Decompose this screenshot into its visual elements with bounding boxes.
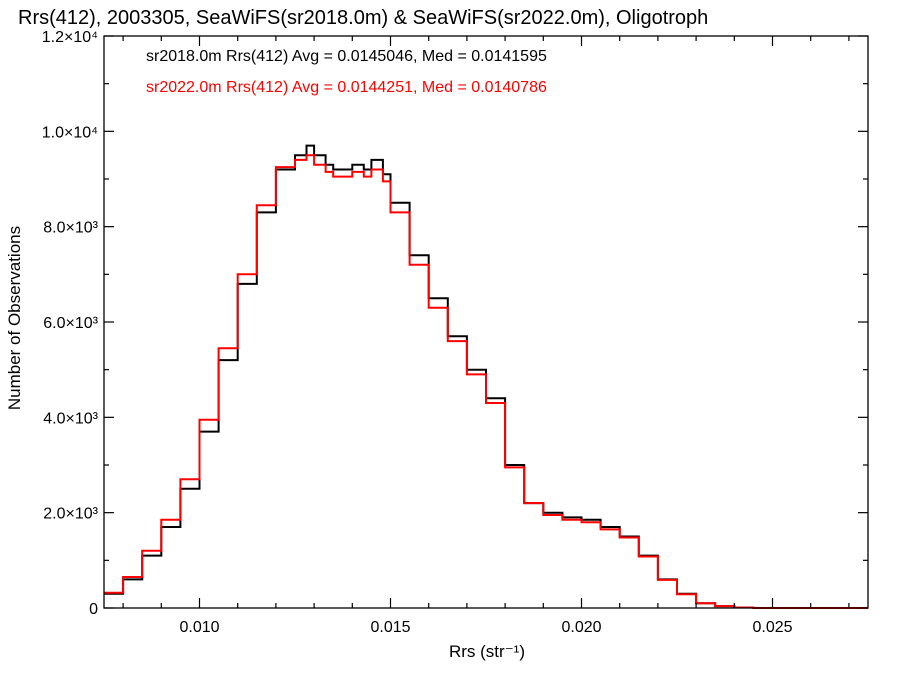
y-tick-label: 6.0×10³ (43, 315, 98, 332)
x-tick-label: 0.025 (752, 619, 792, 636)
x-axis-label: Rrs (str⁻¹) (449, 642, 525, 661)
series-line-2 (104, 154, 868, 609)
y-tick-label: 1.0×10⁴ (42, 124, 98, 141)
legend-series-1-annotation: sr2018.0m Rrs(412) Avg = 0.0145046, Med … (146, 48, 547, 65)
x-tick-label: 0.010 (179, 619, 219, 636)
x-tick-label: 0.020 (561, 619, 601, 636)
y-tick-label: 8.0×10³ (43, 220, 98, 237)
y-tick-label: 2.0×10³ (43, 506, 98, 523)
plot-frame (103, 35, 869, 609)
chart-title: Rrs(412), 2003305, SeaWiFS(sr2018.0m) & … (18, 7, 708, 29)
y-tick-label: 0 (89, 601, 98, 618)
y-tick-label: 4.0×10³ (43, 410, 98, 427)
y-axis-label: Number of Observations (5, 226, 24, 410)
legend-series-2-annotation: sr2022.0m Rrs(412) Avg = 0.0144251, Med … (146, 79, 547, 96)
x-tick-label: 0.015 (370, 619, 410, 636)
y-tick-label: 1.2×10⁴ (42, 29, 98, 46)
